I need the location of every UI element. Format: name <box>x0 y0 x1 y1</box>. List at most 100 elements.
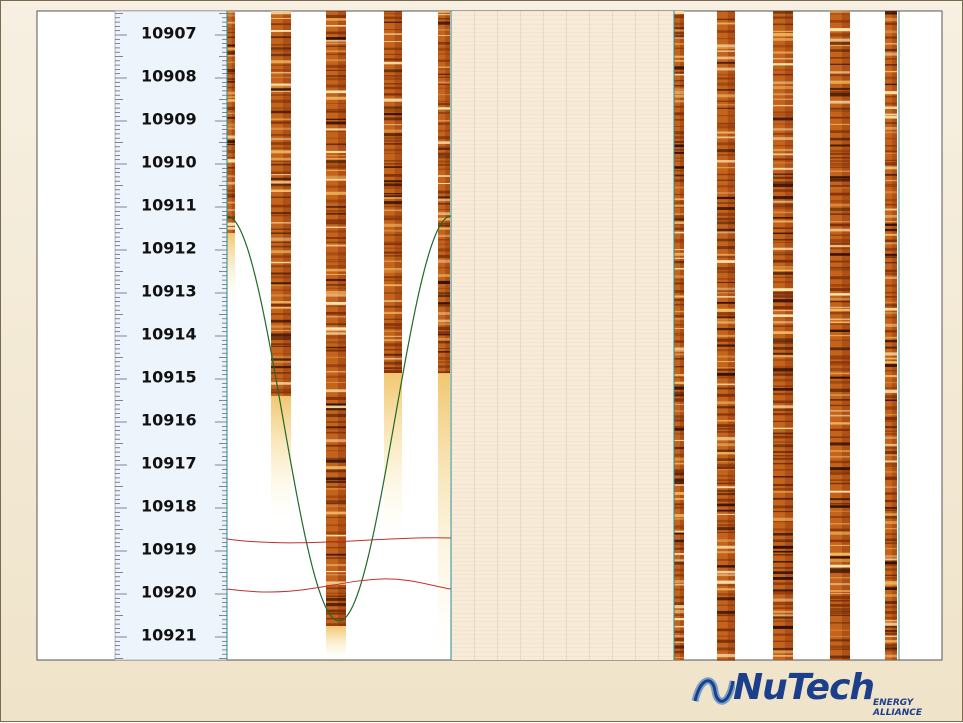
image-band <box>830 437 850 438</box>
image-band <box>438 324 450 325</box>
image-band <box>384 124 402 125</box>
image-band <box>773 409 793 410</box>
image-band <box>885 471 897 472</box>
image-band <box>773 137 793 140</box>
image-band <box>885 23 897 25</box>
image-band <box>885 390 897 393</box>
image-band <box>885 542 897 544</box>
image-band <box>885 277 897 279</box>
image-band <box>674 366 684 367</box>
image-band <box>885 37 897 39</box>
image-band <box>674 311 684 312</box>
image-band <box>773 451 793 452</box>
image-band <box>830 214 850 215</box>
image-band <box>674 106 684 108</box>
image-band <box>773 413 793 415</box>
image-band <box>384 323 402 326</box>
image-band <box>773 269 793 271</box>
image-band <box>830 479 850 481</box>
grid-track <box>451 11 674 660</box>
image-band <box>326 227 346 228</box>
image-band <box>773 204 793 207</box>
image-band <box>885 513 897 515</box>
image-band <box>830 583 850 585</box>
image-band <box>717 373 735 376</box>
image-band <box>674 119 684 121</box>
image-band <box>438 196 450 198</box>
image-band <box>674 584 684 586</box>
image-band <box>773 488 793 491</box>
image-band <box>674 152 684 154</box>
image-band <box>717 504 735 507</box>
image-band <box>674 239 684 242</box>
image-band <box>717 475 735 476</box>
image-band <box>674 574 684 576</box>
image-band <box>885 116 897 119</box>
image-band <box>674 642 684 643</box>
image-band <box>271 174 291 175</box>
image-band <box>227 113 235 114</box>
image-band <box>384 93 402 95</box>
image-band <box>773 386 793 387</box>
image-band <box>438 22 450 25</box>
image-band <box>885 620 897 621</box>
image-band <box>717 202 735 204</box>
image-band <box>830 630 850 631</box>
image-band <box>885 454 897 456</box>
image-band <box>773 69 793 70</box>
image-band <box>674 525 684 528</box>
image-band <box>384 48 402 50</box>
image-band <box>438 244 450 245</box>
image-band <box>717 344 735 346</box>
image-band <box>717 510 735 512</box>
depth-label: 10920 <box>141 583 197 602</box>
image-band <box>773 528 793 530</box>
image-band <box>830 472 850 474</box>
image-band <box>885 370 897 371</box>
image-band <box>674 428 684 430</box>
image-band <box>773 546 793 549</box>
image-band <box>830 529 850 532</box>
image-band <box>438 60 450 62</box>
image-band <box>271 325 291 327</box>
image-band <box>717 335 735 337</box>
image-band <box>830 399 850 400</box>
image-band <box>326 155 346 156</box>
image-band <box>885 272 897 274</box>
image-band <box>674 626 684 627</box>
image-band <box>885 539 897 542</box>
image-band <box>326 564 346 566</box>
image-band <box>271 100 291 103</box>
image-band <box>674 347 684 350</box>
image-band <box>830 245 850 247</box>
image-band <box>885 465 897 467</box>
image-band <box>384 326 402 328</box>
image-band <box>773 33 793 35</box>
image-band <box>438 288 450 289</box>
image-band <box>326 138 346 139</box>
image-band <box>830 590 850 592</box>
image-band <box>326 11 346 12</box>
image-band <box>384 69 402 72</box>
image-band <box>271 265 291 267</box>
image-band <box>384 183 402 186</box>
image-band <box>717 648 735 651</box>
image-band <box>384 362 402 365</box>
image-band <box>271 11 291 14</box>
image-band <box>717 339 735 342</box>
image-band <box>384 133 402 136</box>
image-band <box>326 623 346 626</box>
image-band <box>885 650 897 651</box>
image-band <box>717 479 735 481</box>
image-band <box>830 600 850 602</box>
image-band <box>830 615 850 616</box>
image-band <box>227 140 235 143</box>
image-band <box>227 209 235 211</box>
image-band <box>674 353 684 355</box>
image-band <box>438 274 450 277</box>
image-band <box>885 364 897 367</box>
image-band <box>674 638 684 641</box>
image-band <box>326 192 346 195</box>
image-band <box>384 143 402 145</box>
image-band <box>717 469 735 470</box>
